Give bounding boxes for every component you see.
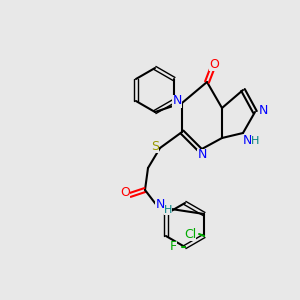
Text: H: H [251,136,259,146]
Text: N: N [197,148,207,161]
Text: F: F [169,241,177,254]
Text: S: S [151,140,159,152]
Text: N: N [258,103,268,116]
Text: N: N [242,134,252,148]
Text: O: O [120,187,130,200]
Text: H: H [164,205,172,215]
Text: N: N [155,199,165,212]
Text: O: O [209,58,219,70]
Text: Cl: Cl [184,227,196,241]
Text: N: N [172,94,182,107]
